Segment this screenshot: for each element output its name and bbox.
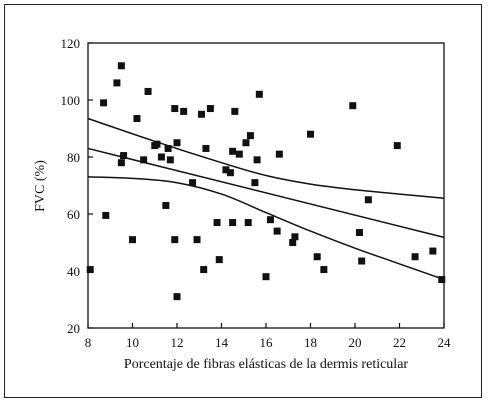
x-tick-label: 20 — [349, 335, 362, 350]
data-point — [226, 169, 234, 177]
data-point — [202, 144, 210, 152]
data-point — [153, 140, 161, 148]
x-axis-label: Porcentaje de fibras elásticas de la der… — [124, 357, 408, 372]
data-point — [242, 139, 250, 147]
data-point — [166, 156, 174, 164]
data-point — [197, 110, 205, 118]
data-point — [120, 152, 128, 160]
data-point — [255, 90, 263, 98]
data-point — [393, 142, 401, 150]
data-point — [429, 247, 437, 255]
x-tick-label: 22 — [393, 335, 406, 350]
data-point — [411, 253, 419, 261]
data-point — [164, 144, 172, 152]
x-tick-label: 12 — [171, 335, 184, 350]
data-point — [144, 87, 152, 95]
data-point — [200, 266, 208, 274]
data-point — [231, 107, 239, 115]
data-point — [275, 150, 283, 158]
x-tick-label: 10 — [126, 335, 139, 350]
data-point — [253, 156, 261, 164]
data-point — [364, 196, 372, 204]
data-point — [173, 139, 181, 147]
data-point — [113, 79, 121, 87]
data-point — [349, 102, 357, 110]
x-tick-label: 18 — [304, 335, 317, 350]
x-tick-label: 14 — [215, 335, 229, 350]
y-tick-label: 20 — [67, 321, 80, 336]
data-point — [117, 62, 125, 70]
confidence-band-lower — [87, 176, 445, 281]
y-axis-label: FVC (%) — [33, 160, 48, 212]
x-tick-label: 8 — [85, 335, 92, 350]
data-point — [171, 105, 179, 113]
data-point — [246, 132, 254, 140]
data-point — [213, 219, 221, 227]
y-tick-label: 60 — [67, 207, 80, 222]
data-point — [140, 156, 148, 164]
data-point — [222, 166, 230, 174]
data-point — [320, 266, 328, 274]
data-point — [171, 236, 179, 244]
regression-curves — [87, 117, 445, 281]
data-point — [162, 201, 170, 209]
data-point — [173, 293, 181, 301]
data-point — [189, 179, 197, 187]
data-point — [358, 257, 366, 265]
data-point — [235, 150, 243, 158]
y-tick-label: 100 — [61, 93, 81, 108]
data-point — [86, 266, 94, 274]
data-point — [157, 153, 165, 161]
data-point — [102, 211, 110, 219]
scatter-points — [86, 62, 446, 301]
data-point — [273, 227, 281, 235]
data-point — [262, 273, 270, 281]
data-point — [193, 236, 201, 244]
data-point — [438, 276, 446, 284]
y-tick-label: 80 — [67, 150, 80, 165]
data-point — [355, 229, 363, 237]
data-point — [266, 216, 274, 224]
y-tick-label: 40 — [67, 264, 80, 279]
data-point — [100, 99, 108, 107]
data-point — [215, 256, 223, 264]
data-point — [180, 107, 188, 115]
data-point — [117, 159, 125, 167]
data-point — [229, 219, 237, 227]
plot-border — [87, 42, 445, 329]
chart-frame — [4, 4, 482, 398]
y-tick-label: 120 — [61, 36, 81, 51]
data-point — [229, 147, 237, 155]
data-point — [313, 253, 321, 261]
data-point — [307, 130, 314, 138]
data-point — [129, 236, 136, 244]
x-tick-label: 24 — [438, 335, 452, 350]
regression-line — [87, 147, 445, 239]
plot-axes: 8 10 12 14 16 18 20 22 24 20 40 60 80 100 120 — [61, 36, 452, 350]
data-point — [291, 233, 299, 241]
data-point — [244, 219, 252, 227]
data-point — [206, 105, 214, 113]
data-point — [133, 115, 141, 123]
data-point — [251, 179, 259, 187]
data-point — [289, 239, 297, 246]
x-tick-label: 16 — [260, 335, 274, 350]
